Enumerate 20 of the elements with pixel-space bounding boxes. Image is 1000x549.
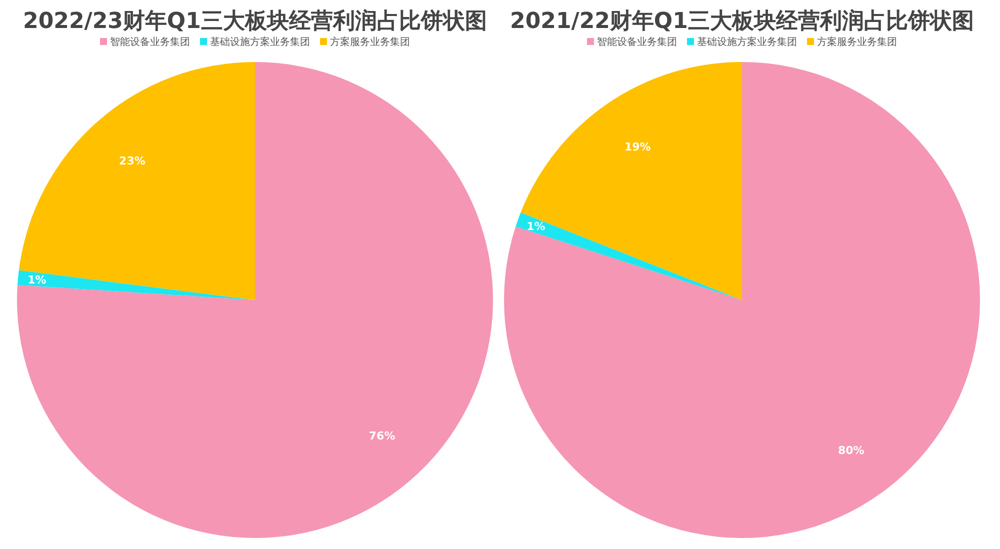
legend-label: 智能设备业务集团 — [110, 36, 190, 48]
data-label: 80% — [838, 444, 864, 458]
data-label: 19% — [624, 140, 651, 154]
pie-slice — [520, 62, 742, 300]
legend-label: 方案服务业务集团 — [330, 36, 410, 48]
legend-label: 基础设施方案业务集团 — [697, 36, 797, 48]
legend-label: 基础设施方案业务集团 — [210, 36, 310, 48]
data-label: 1% — [526, 220, 546, 233]
chart-title: 2021/22财年Q1三大板块经营利润占比饼状图 — [510, 8, 974, 34]
pie-slice — [17, 62, 493, 538]
pie-slice — [17, 270, 255, 300]
pie-slice — [504, 62, 980, 538]
data-label: 76% — [368, 429, 396, 442]
pie-slice — [516, 212, 742, 300]
chart-title: 2022/23财年Q1三大板块经营利润占比饼状图 — [23, 8, 487, 34]
data-label: 23% — [119, 154, 146, 168]
pie-slice — [18, 62, 255, 300]
data-label: 1% — [28, 273, 46, 286]
legend-label: 智能设备业务集团 — [597, 36, 677, 48]
legend-label: 方案服务业务集团 — [817, 36, 897, 48]
